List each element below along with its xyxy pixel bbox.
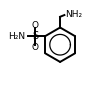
Text: S: S <box>32 31 38 41</box>
Text: NH₂: NH₂ <box>65 10 82 19</box>
Text: O: O <box>32 43 39 52</box>
Text: O: O <box>32 21 39 30</box>
Text: H₂N: H₂N <box>8 32 25 41</box>
